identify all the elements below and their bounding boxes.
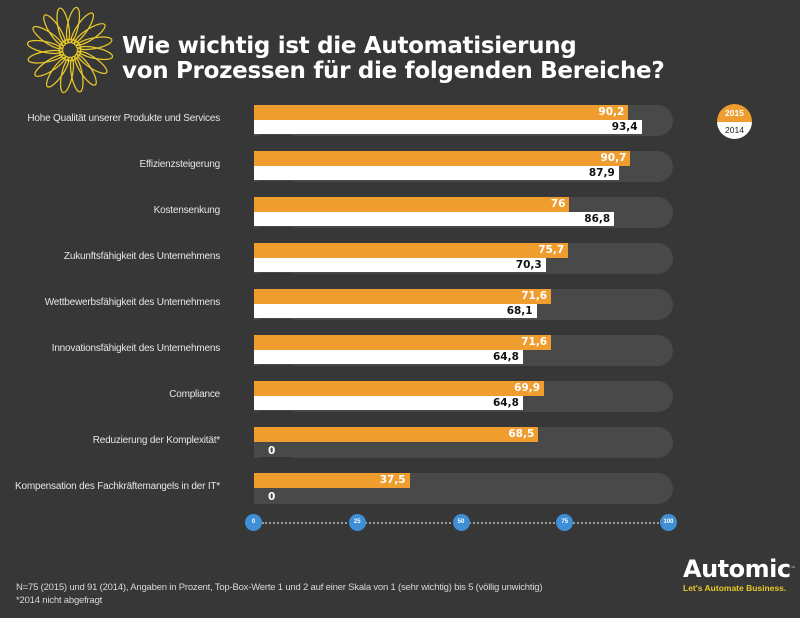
bar-2014 xyxy=(254,212,615,226)
legend-item-2015: 2015 xyxy=(717,104,752,122)
value-label-2015: 90,7 xyxy=(600,152,627,164)
category-label: Wettbewerbsfähigkeit des Unternehmens xyxy=(44,297,220,308)
bar-2014 xyxy=(254,350,523,364)
brand-logo: Automic™ Let's Automate Business. xyxy=(683,555,796,593)
footnote-asterisk: *2014 nicht abgefragt xyxy=(16,595,103,606)
x-axis-tick: 50 xyxy=(452,514,470,531)
brand-name-text: Automic xyxy=(683,555,791,583)
bar-2014 xyxy=(254,258,546,272)
x-axis-tick: 75 xyxy=(556,514,574,531)
sun-ray-loop xyxy=(45,56,70,88)
value-label-2014: 87,9 xyxy=(588,167,615,179)
value-label-2015: 76 xyxy=(550,198,566,210)
value-label-2015: 71,6 xyxy=(521,336,548,348)
category-label: Kompensation des Fachkräftemangels in de… xyxy=(15,481,220,492)
bar-2015 xyxy=(254,381,545,396)
sun-ray-loop xyxy=(76,45,114,61)
category-label: Effizienzsteigerung xyxy=(139,159,220,170)
sun-ray-loop xyxy=(65,6,81,44)
bar-2015 xyxy=(254,197,570,212)
value-label-2015: 90,2 xyxy=(598,106,625,118)
bar-2015 xyxy=(254,243,569,258)
bar-2015 xyxy=(254,289,552,304)
x-axis-tick: 0 xyxy=(245,514,262,531)
x-axis-tick: 25 xyxy=(348,514,366,531)
category-label: Hohe Qualität unserer Produkte und Servi… xyxy=(27,113,220,124)
sun-ray-loop xyxy=(32,25,64,50)
group-separator xyxy=(254,135,294,148)
sun-ray-loop xyxy=(70,12,95,44)
group-separator xyxy=(254,227,294,240)
value-label-2014: 93,4 xyxy=(611,121,638,133)
group-separator xyxy=(254,319,294,332)
value-label-2014: 70,3 xyxy=(515,259,542,271)
value-label-2014: 68,1 xyxy=(506,305,533,317)
group-separator xyxy=(254,457,294,470)
sun-ray-loop xyxy=(74,53,97,86)
bar-2014 xyxy=(254,166,619,180)
sun-ray-loop xyxy=(56,7,71,45)
category-label: Innovationsfähigkeit des Unternehmens xyxy=(51,343,220,354)
group-separator xyxy=(254,411,294,424)
value-label-2014: 64,8 xyxy=(492,397,519,409)
trademark-symbol: ™ xyxy=(790,566,796,572)
brand-name: Automic™ xyxy=(683,555,796,583)
sun-center-ring xyxy=(58,38,82,62)
category-label: Kostensenkung xyxy=(153,205,221,216)
title-line-2: von Prozessen für die folgenden Bereiche… xyxy=(122,58,665,84)
value-label-2014: 64,8 xyxy=(492,351,519,363)
sun-ray-loop xyxy=(27,49,65,64)
bar-chart: Hohe Qualität unserer Produkte und Servi… xyxy=(15,105,677,531)
category-label: Compliance xyxy=(169,389,220,400)
bar-2015 xyxy=(254,335,552,350)
sun-ray-loop xyxy=(43,14,66,47)
category-label: Zukunftsfähigkeit des Unternehmens xyxy=(63,251,220,262)
sun-ray-loop xyxy=(75,36,113,51)
sun-ray-loop xyxy=(59,56,75,94)
sun-ray-loop xyxy=(76,50,108,75)
value-label-2015: 68,5 xyxy=(508,428,535,440)
value-label-2015: 71,6 xyxy=(521,290,548,302)
sun-logo-icon xyxy=(26,6,114,94)
legend: 2015 2014 xyxy=(717,104,752,139)
sun-ray-loop xyxy=(73,23,106,46)
value-label-2014: 0 xyxy=(268,491,276,503)
brand-tagline: Let's Automate Business. xyxy=(683,583,787,593)
title-line-1: Wie wichtig ist die Automatisierung xyxy=(122,33,577,59)
group-separator xyxy=(254,273,294,286)
sun-ray-loop xyxy=(69,55,84,93)
sun-ray-loop xyxy=(34,54,67,77)
value-label-2015: 69,9 xyxy=(514,382,541,394)
value-label-2014: 86,8 xyxy=(584,213,611,225)
bar-2015 xyxy=(254,473,410,488)
legend-item-2014: 2014 xyxy=(717,121,752,139)
page-title: Wie wichtig ist die Automatisierung von … xyxy=(122,33,665,84)
bar-2014 xyxy=(254,120,642,134)
category-label: Reduzierung der Komplexität* xyxy=(92,435,220,446)
bar-2014 xyxy=(254,396,523,410)
value-label-2014: 0 xyxy=(268,445,276,457)
footnote-sample-info: N=75 (2015) und 91 (2014), Angaben in Pr… xyxy=(16,582,543,593)
bar-2014 xyxy=(254,304,537,318)
bar-2015 xyxy=(254,427,539,442)
bar-2015 xyxy=(254,105,629,120)
bar-2015 xyxy=(254,151,631,166)
group-separator xyxy=(254,181,294,194)
sun-ray-loop xyxy=(26,39,64,55)
value-label-2015: 75,7 xyxy=(538,244,565,256)
footnote: N=75 (2015) und 91 (2014), Angaben in Pr… xyxy=(16,581,542,607)
x-axis-tick: 100 xyxy=(660,514,677,531)
value-label-2015: 37,5 xyxy=(379,474,406,486)
group-separator xyxy=(254,365,294,378)
